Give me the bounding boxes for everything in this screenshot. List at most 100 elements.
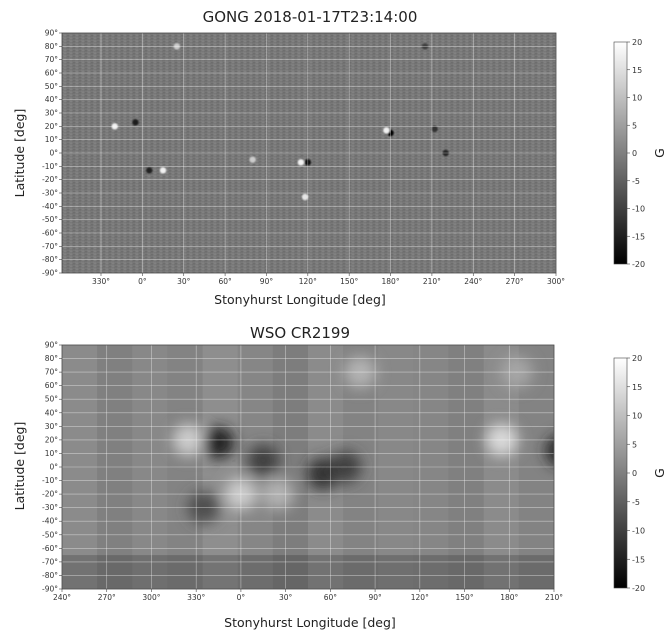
wso-flux-patch xyxy=(247,444,280,477)
wso-colorbar-tick-label: 0 xyxy=(632,469,637,478)
wso-x-tick-label: 240° xyxy=(53,593,71,602)
wso-south-polar-region xyxy=(62,555,554,589)
wso-y-tick-label: -30° xyxy=(42,503,58,512)
gong-colorbar-tick-label: 5 xyxy=(632,121,637,130)
wso-x-tick-label: 300° xyxy=(142,593,160,602)
gong-x-tick-label: 270° xyxy=(506,277,524,286)
gong-y-tick-label: -90° xyxy=(42,269,58,278)
gong-y-tick-label: 70° xyxy=(45,55,59,64)
gong-colorbar-tick-label: 0 xyxy=(632,149,637,158)
wso-y-tick-label: 60° xyxy=(45,381,59,390)
gong-title: GONG 2018-01-17T23:14:00 xyxy=(203,8,418,26)
gong-x-tick-label: 30° xyxy=(177,277,191,286)
gong-x-tick-label: 300° xyxy=(547,277,565,286)
wso-y-tick-label: 50° xyxy=(45,395,59,404)
wso-colorbar-tick-label: -5 xyxy=(632,498,640,507)
wso-x-tick-label: 150° xyxy=(456,593,474,602)
gong-colorbar-tick-label: -20 xyxy=(632,260,645,269)
wso-colorbar-tick-label: -10 xyxy=(632,527,645,536)
wso-y-tick-label: -60° xyxy=(42,544,58,553)
gong-y-tick-label: 50° xyxy=(45,82,59,91)
gong-y-tick-label: 30° xyxy=(45,109,59,118)
wso-y-tick-label: -10° xyxy=(42,476,58,485)
gong-y-tick-label: -30° xyxy=(42,189,58,198)
wso-colorbar-label: G xyxy=(652,468,667,478)
gong-y-tick-label: 60° xyxy=(45,69,59,78)
gong-flux-patch xyxy=(297,159,305,166)
gong-flux-patch xyxy=(383,127,390,134)
gong-y-tick-label: -70° xyxy=(42,242,58,251)
gong-x-tick-label: 150° xyxy=(340,277,358,286)
wso-y-tick-label: 70° xyxy=(45,368,59,377)
gong-colorbar-label: G xyxy=(652,148,667,158)
gong-y-tick-label: -10° xyxy=(42,162,58,171)
wso-colorbar-tick-label: 15 xyxy=(632,383,642,392)
gong-y-tick-label: 0° xyxy=(49,149,58,158)
gong-panel: GONG 2018-01-17T23:14:00 90° 80° 70° 60° 50°… xyxy=(12,8,565,307)
gong-x-tick-label: 90° xyxy=(260,277,274,286)
wso-y-tick-label: -50° xyxy=(42,530,58,539)
wso-y-tick-label: 90° xyxy=(45,341,59,350)
gong-y-tick-label: 40° xyxy=(45,95,59,104)
gong-flux-patch xyxy=(146,167,153,174)
gong-y-tick-label: -60° xyxy=(42,229,58,238)
gong-y-tick-label: -20° xyxy=(42,175,58,184)
wso-colorbar-tick-label: -20 xyxy=(632,584,645,593)
gong-colorbar-tick-label: -5 xyxy=(632,177,640,186)
gong-colorbar-tick-label: 10 xyxy=(632,94,642,103)
wso-colorbar-gradient xyxy=(613,357,628,589)
gong-x-axis-label: Stonyhurst Longitude [deg] xyxy=(214,292,386,307)
wso-y-tick-label: 40° xyxy=(45,408,59,417)
wso-x-axis-label: Stonyhurst Longitude [deg] xyxy=(224,615,396,630)
wso-x-tick-label: 90° xyxy=(368,593,382,602)
wso-y-tick-label: -90° xyxy=(42,585,58,594)
gong-y-tick-label: -80° xyxy=(42,255,58,264)
gong-colorbar-tick-label: 15 xyxy=(632,66,642,75)
wso-flux-patch xyxy=(545,436,554,465)
wso-y-tick-label: -80° xyxy=(42,571,58,580)
wso-x-tick-label: 330° xyxy=(187,593,205,602)
gong-x-tick-label: 240° xyxy=(464,277,482,286)
wso-x-tick-label: 60° xyxy=(324,593,338,602)
wso-colorbar-tick-label: -15 xyxy=(632,555,645,564)
gong-x-tick-label: 180° xyxy=(382,277,400,286)
wso-colorbar-tick-label: 10 xyxy=(632,412,642,421)
gong-y-tick-label: 20° xyxy=(45,122,59,131)
wso-colorbar-tick-label: 20 xyxy=(632,354,642,363)
gong-y-tick-label: -50° xyxy=(42,215,58,224)
wso-y-tick-label: -20° xyxy=(42,490,58,499)
gong-colorbar-tick-label: -15 xyxy=(632,232,645,241)
wso-map xyxy=(62,345,554,589)
gong-flux-patch xyxy=(249,156,256,163)
gong-y-axis-label: Latitude [deg] xyxy=(12,109,27,198)
gong-colorbar: 20 15 10 5 0 -5 -10 -15 -20 G xyxy=(613,38,667,269)
gong-flux-patch xyxy=(132,119,139,126)
wso-y-axis-label: Latitude [deg] xyxy=(12,422,27,511)
wso-y-tick-label: 10° xyxy=(45,449,59,458)
gong-x-tick-label: 60° xyxy=(218,277,232,286)
wso-colorbar: 20 15 10 5 0 -5 -10 -15 -20 G xyxy=(613,354,667,593)
wso-x-tick-label: 30° xyxy=(279,593,293,602)
wso-x-tick-label: 180° xyxy=(500,593,518,602)
wso-title: WSO CR2199 xyxy=(250,324,350,342)
wso-y-tick-label: -40° xyxy=(42,517,58,526)
wso-y-tick-label: 30° xyxy=(45,422,59,431)
gong-colorbar-tick-label: 20 xyxy=(632,38,642,47)
gong-x-tick-label: 330° xyxy=(92,277,110,286)
gong-flux-patch xyxy=(301,193,309,201)
wso-colorbar-tick-label: 5 xyxy=(632,440,637,449)
wso-y-tick-label: -70° xyxy=(42,557,58,566)
wso-panel: WSO CR2199 90° 80° 70° 60° 50° 40° 30° 20° 10° 0°… xyxy=(12,324,563,630)
gong-y-tick-label: -40° xyxy=(42,202,58,211)
wso-y-tick-label: 80° xyxy=(45,354,59,363)
gong-x-tick-label: 0° xyxy=(138,277,147,286)
gong-map xyxy=(62,33,556,273)
wso-y-tick-label: 20° xyxy=(45,435,59,444)
gong-colorbar-gradient xyxy=(613,41,628,265)
gong-x-tick-label: 210° xyxy=(423,277,441,286)
gong-y-tick-label: 90° xyxy=(45,29,59,38)
wso-flux-patch xyxy=(202,426,235,459)
gong-y-tick-label: 10° xyxy=(45,135,59,144)
wso-x-tick-label: 120° xyxy=(411,593,429,602)
